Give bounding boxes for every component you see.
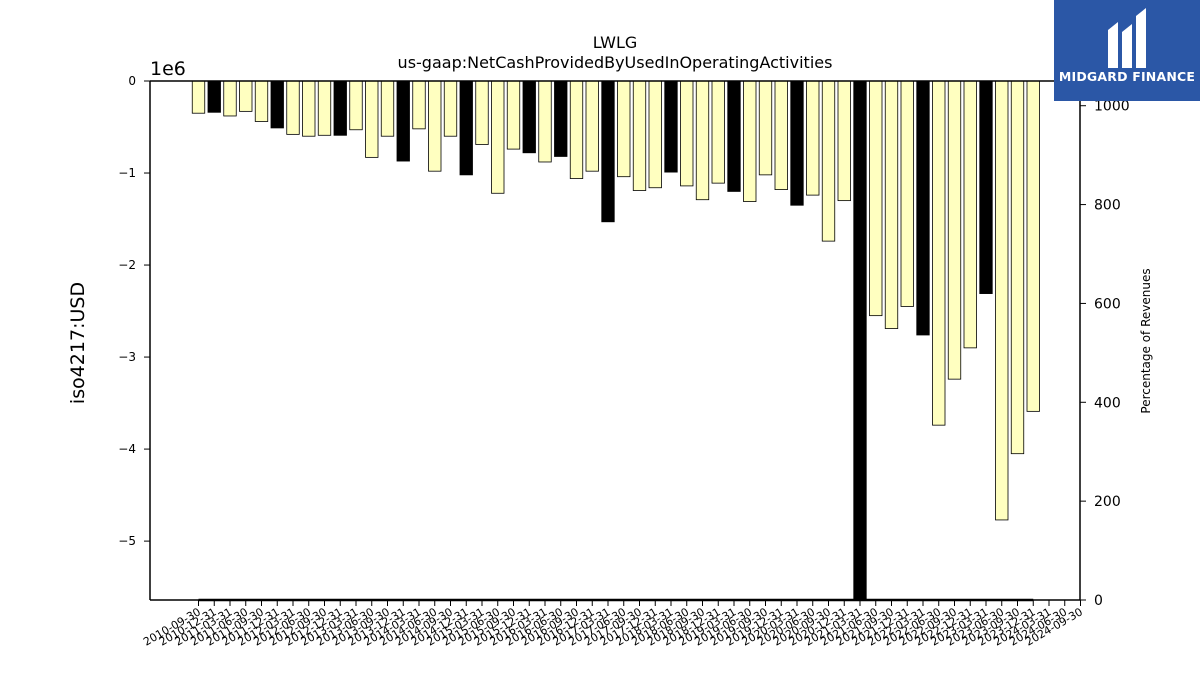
bar-2016-09-30 — [569, 80, 584, 179]
bar-2012-09-30 — [317, 80, 332, 136]
bar-2023-12-31 — [1026, 80, 1040, 412]
bar-2012-06-30 — [302, 80, 316, 137]
bar-2015-06-30 — [491, 80, 505, 194]
bar-2016-03-31 — [538, 80, 552, 163]
y2-axis-ticks: 0 200 400 600 800 1000 — [1080, 99, 1130, 609]
bar-2018-12-31 — [711, 80, 725, 184]
bar-2017-12-31 — [648, 80, 662, 189]
bar-2011-06-30 — [239, 80, 253, 112]
bar-2014-09-30 — [443, 80, 458, 137]
bar-2015-09-30 — [506, 80, 521, 150]
bar-2021-03-31 — [853, 80, 867, 601]
y-tick-label: −1 — [118, 166, 136, 180]
y2-tick-label: 1000 — [1094, 99, 1130, 115]
bar-2020-12-31 — [837, 80, 851, 202]
bar-2023-06-30 — [995, 80, 1009, 521]
bar-2015-12-31 — [522, 80, 536, 154]
bar-2019-03-31 — [727, 80, 741, 192]
bar-2023-09-30 — [1010, 80, 1025, 455]
bar-2011-12-31 — [270, 80, 284, 129]
y2-tick-label: 400 — [1094, 395, 1121, 411]
x-axis-ticks: 2010-09-302010-12-312011-03-312011-06-30… — [141, 600, 1085, 649]
bar-2021-09-30 — [884, 80, 899, 329]
chart-title: LWLG — [593, 33, 638, 52]
brand-name: MIDGARD FINANCE — [1058, 69, 1196, 84]
chart-subtitle: us-gaap:NetCashProvidedByUsedInOperating… — [398, 53, 833, 72]
bar-2019-06-30 — [743, 80, 757, 202]
bar-2018-09-30 — [695, 80, 710, 201]
midgard-logo-icon — [1108, 8, 1146, 68]
y2-tick-label: 800 — [1094, 198, 1121, 214]
bar-2013-03-31 — [349, 80, 363, 131]
axes-frame — [149, 80, 1081, 601]
y-tick-label: −5 — [118, 534, 136, 548]
bar-2011-03-31 — [223, 80, 237, 117]
y2-tick-label: 200 — [1094, 494, 1121, 510]
y2-tick-label: 0 — [1094, 593, 1103, 609]
bar-2019-09-30 — [758, 80, 773, 176]
y-tick-label: 0 — [128, 74, 136, 88]
bar-2013-06-30 — [365, 80, 379, 158]
bar-2023-03-31 — [979, 80, 993, 294]
bar-2012-12-31 — [333, 80, 347, 136]
bar-2017-09-30 — [632, 80, 647, 191]
bar-2022-09-30 — [947, 80, 962, 380]
y2-tick-label: 600 — [1094, 296, 1121, 312]
bar-2014-03-31 — [412, 80, 426, 130]
bar-2020-06-30 — [806, 80, 820, 196]
bar-2022-03-31 — [916, 80, 930, 336]
bar-group — [191, 80, 1040, 601]
bar-2014-12-31 — [459, 80, 473, 176]
y-tick-label: −2 — [118, 258, 136, 272]
bar-2022-06-30 — [932, 80, 946, 426]
bar-2017-06-30 — [617, 80, 631, 178]
bar-2016-06-30 — [554, 80, 568, 157]
bar-2016-12-31 — [585, 80, 599, 172]
bar-2013-09-30 — [380, 80, 395, 137]
bar-2020-09-30 — [821, 80, 836, 242]
bar-2011-09-30 — [254, 80, 269, 122]
y-axis-label: iso4217:USD — [67, 282, 89, 404]
y-tick-label: −4 — [118, 442, 136, 456]
y-tick-label: −3 — [118, 350, 136, 364]
bar-2014-06-30 — [428, 80, 442, 172]
bar-2013-12-31 — [396, 80, 410, 162]
bar-2010-09-30 — [191, 80, 206, 114]
brand-logo: MIDGARD FINANCE — [1054, 0, 1200, 101]
y2-axis-label: Percentage of Revenues — [1139, 268, 1153, 413]
bar-2018-06-30 — [680, 80, 694, 187]
bar-2022-12-31 — [963, 80, 977, 349]
bar-2012-03-31 — [286, 80, 300, 135]
bar-2021-06-30 — [869, 80, 883, 317]
y-axis-ticks: 0 −1 −2 −3 −4 −5 — [118, 74, 150, 548]
bar-2017-03-31 — [601, 80, 615, 223]
bar-2010-12-31 — [207, 80, 221, 113]
bar-2019-12-31 — [774, 80, 788, 190]
bar-2018-03-31 — [664, 80, 678, 173]
y-offset-label: 1e6 — [150, 58, 186, 80]
bar-2021-12-31 — [900, 80, 914, 307]
bar-2015-03-31 — [475, 80, 489, 145]
bar-2020-03-31 — [790, 80, 804, 206]
